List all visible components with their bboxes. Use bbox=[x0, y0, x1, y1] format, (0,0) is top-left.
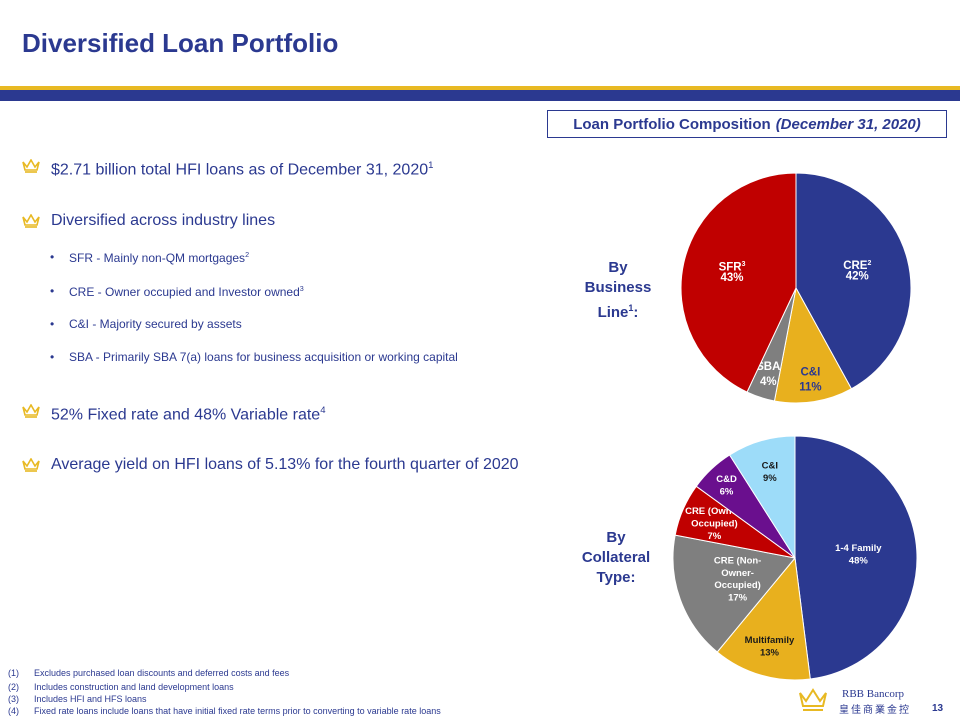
pie-slice-sfr bbox=[680, 172, 797, 393]
footnote-ref: 1 bbox=[628, 303, 634, 313]
header-divider-gold bbox=[0, 86, 960, 90]
pie-label-cre-non-owner-occupied-: CRE (Non-Owner-Occupied) 17% bbox=[714, 555, 762, 603]
label-line: Line bbox=[597, 304, 629, 321]
bullet-text: Average yield on HFI loans of 5.13% for … bbox=[51, 456, 519, 473]
pie-label-multifamily: Multifamily 13% bbox=[745, 635, 795, 658]
footnote-ref: 2 bbox=[245, 250, 250, 259]
pie-label-cre-owner-occupied-: CRE (Owner-Occupied) 7% bbox=[685, 506, 744, 542]
pie-label-sfr: SFR3 43% bbox=[719, 261, 746, 284]
label-colon: : bbox=[633, 304, 639, 321]
pie-label-c-i: C&I 9% bbox=[762, 460, 778, 483]
label-line: Collateral bbox=[581, 549, 651, 566]
label-line: Type: bbox=[596, 569, 636, 586]
logo-chinese-name: 皇佳商業金控 bbox=[839, 705, 911, 716]
pie-slice-sba bbox=[746, 287, 797, 402]
sub-bullet-sba: SBA - Primarily SBA 7(a) loans for busin… bbox=[50, 350, 458, 364]
crown-icon bbox=[22, 159, 40, 173]
pie-slice-multifamily bbox=[716, 556, 811, 681]
crown-icon bbox=[22, 214, 40, 228]
composition-date: (December 31, 2020) bbox=[775, 115, 921, 133]
pie-slice-cre-non-owner-occupied- bbox=[672, 534, 796, 653]
footnote-text: Includes HFI and HFS loans bbox=[34, 694, 147, 704]
sub-bullet-sfr: SFR - Mainly non-QM mortgages2 bbox=[50, 250, 250, 265]
sub-bullet-text: SFR - Mainly non-QM mortgages bbox=[69, 251, 246, 265]
footnote-ref: 3 bbox=[299, 284, 304, 293]
page-number: 13 bbox=[932, 703, 944, 714]
page-title: Diversified Loan Portfolio bbox=[22, 28, 339, 58]
logo-name: RBB Bancorp bbox=[842, 688, 905, 700]
pie-slice-cre-owner-occupied- bbox=[674, 485, 796, 559]
footnote-text: Includes construction and land developme… bbox=[34, 682, 234, 692]
label-line: Business bbox=[584, 279, 652, 296]
bullet-text: Diversified across industry lines bbox=[51, 212, 276, 229]
composition-title: Loan Portfolio Composition bbox=[573, 115, 771, 133]
sub-bullet-text: SBA - Primarily SBA 7(a) loans for busin… bbox=[69, 350, 458, 364]
pie-label-c-d: C&D 6% bbox=[716, 474, 737, 497]
pie-label-cre: CRE2 42% bbox=[843, 260, 871, 283]
business-line-label: By Business Line1: bbox=[568, 258, 668, 323]
crown-logo-icon bbox=[799, 688, 827, 711]
footnote-number: (2) bbox=[8, 682, 19, 692]
header-divider-navy bbox=[0, 90, 960, 101]
pie-label-sba: SBA 4% bbox=[756, 361, 780, 388]
sub-bullet-text: CRE - Owner occupied and Investor owned bbox=[69, 285, 300, 299]
pie-slice-1-4-family bbox=[794, 435, 918, 680]
sub-bullet-text: C&I - Majority secured by assets bbox=[69, 317, 242, 331]
footnote-ref: 4 bbox=[320, 405, 326, 416]
crown-icon bbox=[22, 404, 40, 418]
footnote-text: Excludes purchased loan discounts and de… bbox=[34, 668, 290, 678]
rbb-logo: RBB Bancorp 皇佳商業金控 bbox=[798, 688, 910, 716]
pie-slice-c-i bbox=[728, 435, 796, 560]
pie-label-c-i: C&I 11% bbox=[799, 366, 821, 393]
sub-bullet-ci: C&I - Majority secured by assets bbox=[50, 317, 242, 331]
footnote-number: (1) bbox=[8, 668, 19, 678]
sub-bullet-cre: CRE - Owner occupied and Investor owned3 bbox=[50, 284, 304, 299]
label-line: By bbox=[608, 259, 628, 276]
pie-slice-cre bbox=[795, 172, 912, 390]
composition-box: Loan Portfolio Composition (December 31,… bbox=[547, 110, 947, 138]
bullet-text: 52% Fixed rate and 48% Variable rate bbox=[51, 406, 321, 424]
footnote-text: Fixed rate loans include loans that have… bbox=[34, 706, 441, 716]
collateral-type-label: By Collateral Type: bbox=[566, 528, 666, 588]
pie-slice-c-i bbox=[773, 286, 853, 404]
pie-label-1-4-family: 1-4 Family 48% bbox=[835, 543, 882, 566]
bullet-text: $2.71 billion total HFI loans as of Dece… bbox=[51, 161, 429, 179]
footnote-number: (3) bbox=[8, 694, 19, 704]
footnote-ref: 1 bbox=[428, 160, 434, 171]
pie-slice-c-d bbox=[695, 454, 796, 559]
label-line: By bbox=[606, 529, 626, 546]
crown-icon bbox=[22, 458, 40, 472]
footnote-number: (4) bbox=[8, 706, 19, 716]
